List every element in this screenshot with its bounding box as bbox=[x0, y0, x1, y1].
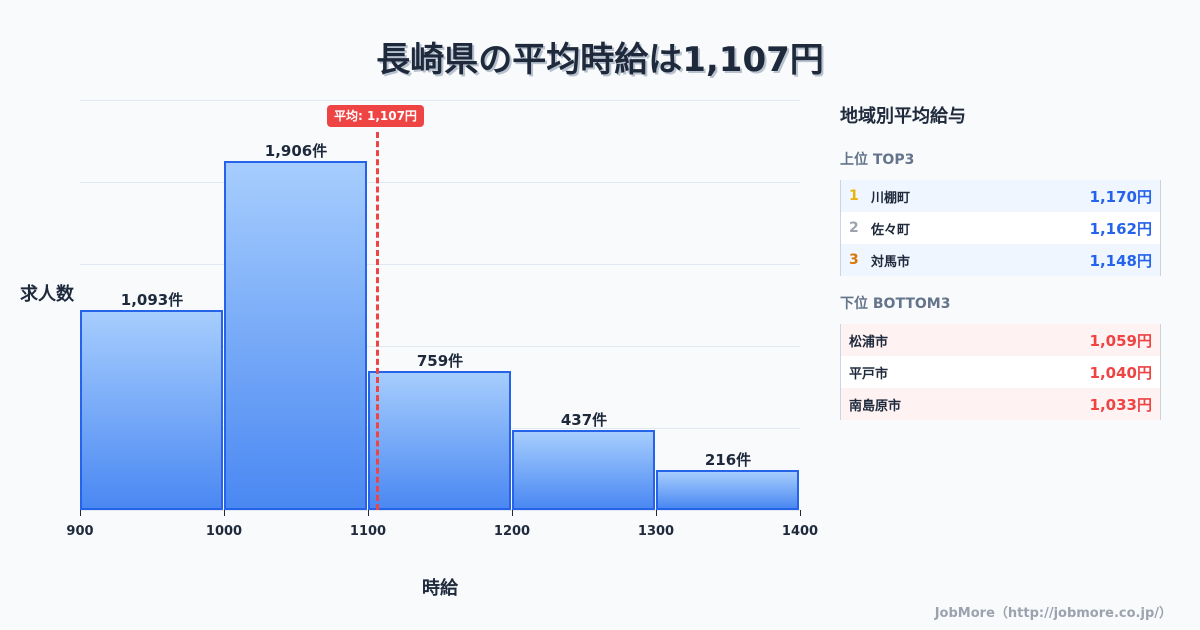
bottom3-heading: 下位 BOTTOM3 bbox=[840, 296, 951, 312]
gridline bbox=[80, 182, 800, 183]
region-name: 対馬市 bbox=[871, 254, 911, 270]
bottom3-list: 松浦市 1,059円 平戸市 1,040円 南島原市 1,033円 bbox=[840, 324, 1161, 420]
y-axis-label: 求人数 bbox=[20, 284, 74, 305]
x-tick-label: 1200 bbox=[493, 524, 531, 539]
baseline bbox=[80, 510, 800, 511]
region-name: 南島原市 bbox=[849, 398, 902, 414]
bar-value-label: 1,906件 bbox=[264, 142, 328, 160]
x-tick-label: 1000 bbox=[205, 524, 243, 539]
credit-text: JobMore（http://jobmore.co.jp/） bbox=[934, 606, 1172, 621]
x-tick bbox=[80, 510, 81, 516]
bar-1100-1200[interactable] bbox=[368, 371, 511, 510]
list-item: 2 佐々町 1,162円 bbox=[841, 212, 1160, 244]
x-tick bbox=[512, 510, 513, 516]
x-tick bbox=[368, 510, 369, 516]
x-tick-label: 1400 bbox=[781, 524, 819, 539]
region-wage: 1,033円 bbox=[1089, 395, 1152, 414]
bar-1300-1400[interactable] bbox=[656, 470, 799, 510]
list-item: 平戸市 1,040円 bbox=[841, 356, 1160, 388]
bar-1200-1300[interactable] bbox=[512, 430, 655, 510]
gridline bbox=[80, 100, 800, 101]
bar-value-label: 437件 bbox=[560, 411, 608, 429]
region-wage: 1,170円 bbox=[1089, 187, 1152, 206]
bar-value-label: 216件 bbox=[704, 451, 752, 469]
x-tick bbox=[656, 510, 657, 516]
top3-heading: 上位 TOP3 bbox=[840, 152, 915, 168]
bar-value-label: 1,093件 bbox=[120, 291, 184, 309]
region-name: 佐々町 bbox=[871, 222, 911, 238]
list-item: 3 対馬市 1,148円 bbox=[841, 244, 1160, 276]
histogram-chart: 求人数 1,093件 1,906件 759件 437件 216件 平均: 1,1… bbox=[20, 100, 819, 599]
rank-number: 1 bbox=[849, 188, 859, 204]
region-name: 平戸市 bbox=[849, 366, 889, 382]
average-badge: 平均: 1,107円 bbox=[327, 105, 424, 127]
region-wage: 1,040円 bbox=[1089, 363, 1152, 382]
average-line bbox=[376, 132, 379, 510]
region-wage: 1,148円 bbox=[1089, 251, 1152, 270]
panel-title: 地域別平均給与 bbox=[840, 106, 966, 127]
gridline bbox=[80, 264, 800, 265]
list-item: 南島原市 1,033円 bbox=[841, 388, 1160, 420]
bar-1000-1100[interactable] bbox=[224, 161, 367, 510]
gridline bbox=[80, 346, 800, 347]
bar-900-1000[interactable] bbox=[80, 310, 223, 510]
x-tick-label: 1100 bbox=[349, 524, 387, 539]
regional-average-panel: 地域別平均給与 上位 TOP3 1 川棚町 1,170円 2 佐々町 1,162… bbox=[840, 104, 1162, 420]
list-item: 1 川棚町 1,170円 bbox=[841, 180, 1160, 212]
x-tick-label: 1300 bbox=[637, 524, 675, 539]
x-tick bbox=[800, 510, 801, 516]
x-axis-label: 時給 bbox=[422, 578, 458, 599]
page-title: 長崎県の平均時給は1,107円 bbox=[376, 40, 824, 80]
region-name: 川棚町 bbox=[871, 190, 911, 206]
x-tick bbox=[224, 510, 225, 516]
top3-list: 1 川棚町 1,170円 2 佐々町 1,162円 3 対馬市 1,148円 bbox=[840, 180, 1161, 276]
region-wage: 1,059円 bbox=[1089, 331, 1152, 350]
list-item: 松浦市 1,059円 bbox=[841, 324, 1160, 356]
x-tick-label: 900 bbox=[66, 524, 94, 539]
region-name: 松浦市 bbox=[849, 334, 889, 350]
region-wage: 1,162円 bbox=[1089, 219, 1152, 238]
rank-number: 3 bbox=[849, 252, 859, 268]
rank-number: 2 bbox=[849, 220, 859, 236]
bar-value-label: 759件 bbox=[416, 352, 464, 370]
